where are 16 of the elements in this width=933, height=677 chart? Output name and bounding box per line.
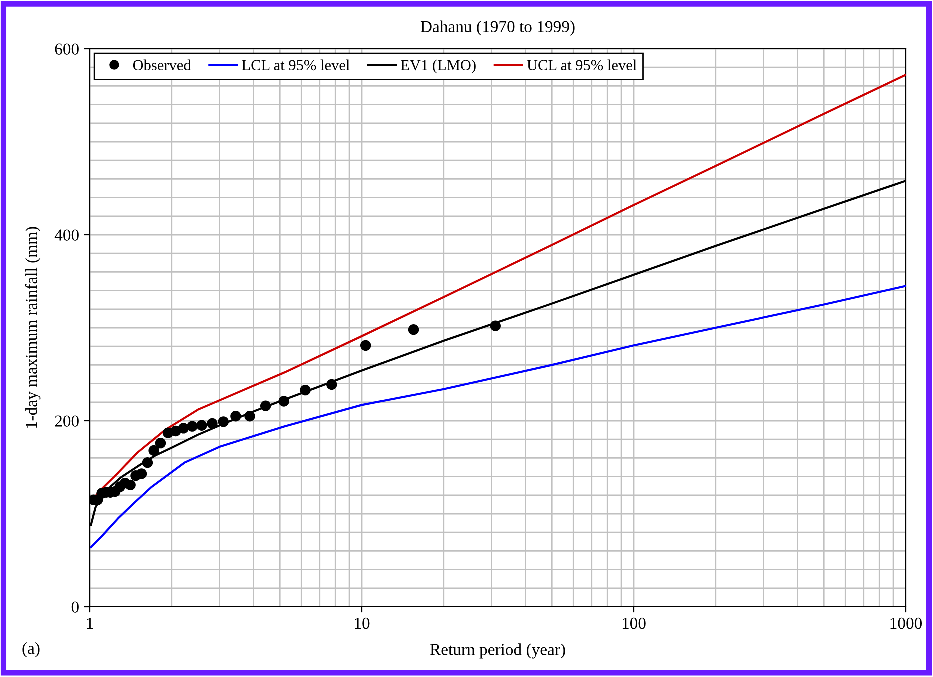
y-axis-title: 1-day maximum rainfall (mm) — [25, 227, 41, 428]
legend-label: EV1 (LMO) — [401, 60, 476, 74]
x-tick-label: 100 — [622, 618, 646, 630]
x-axis-title: Return period (year) — [430, 644, 566, 659]
legend-label: Observed — [133, 60, 192, 71]
y-tick-label: 400 — [54, 230, 79, 241]
y-tick-label: 200 — [55, 416, 79, 427]
text: (a) — [22, 642, 40, 658]
x-tick-label: 10 — [355, 618, 370, 630]
legend-label: LCL at 95% level — [242, 60, 350, 71]
chart-title: Dahanu (1970 to 1999) — [420, 20, 575, 36]
y-tick-label: 600 — [55, 44, 79, 55]
x-tick-label: 1 — [87, 618, 94, 629]
y-tick-label: 0 — [72, 602, 79, 613]
legend-label: UCL at 95% level — [527, 60, 637, 71]
x-tick-label: 1000 — [890, 618, 922, 630]
